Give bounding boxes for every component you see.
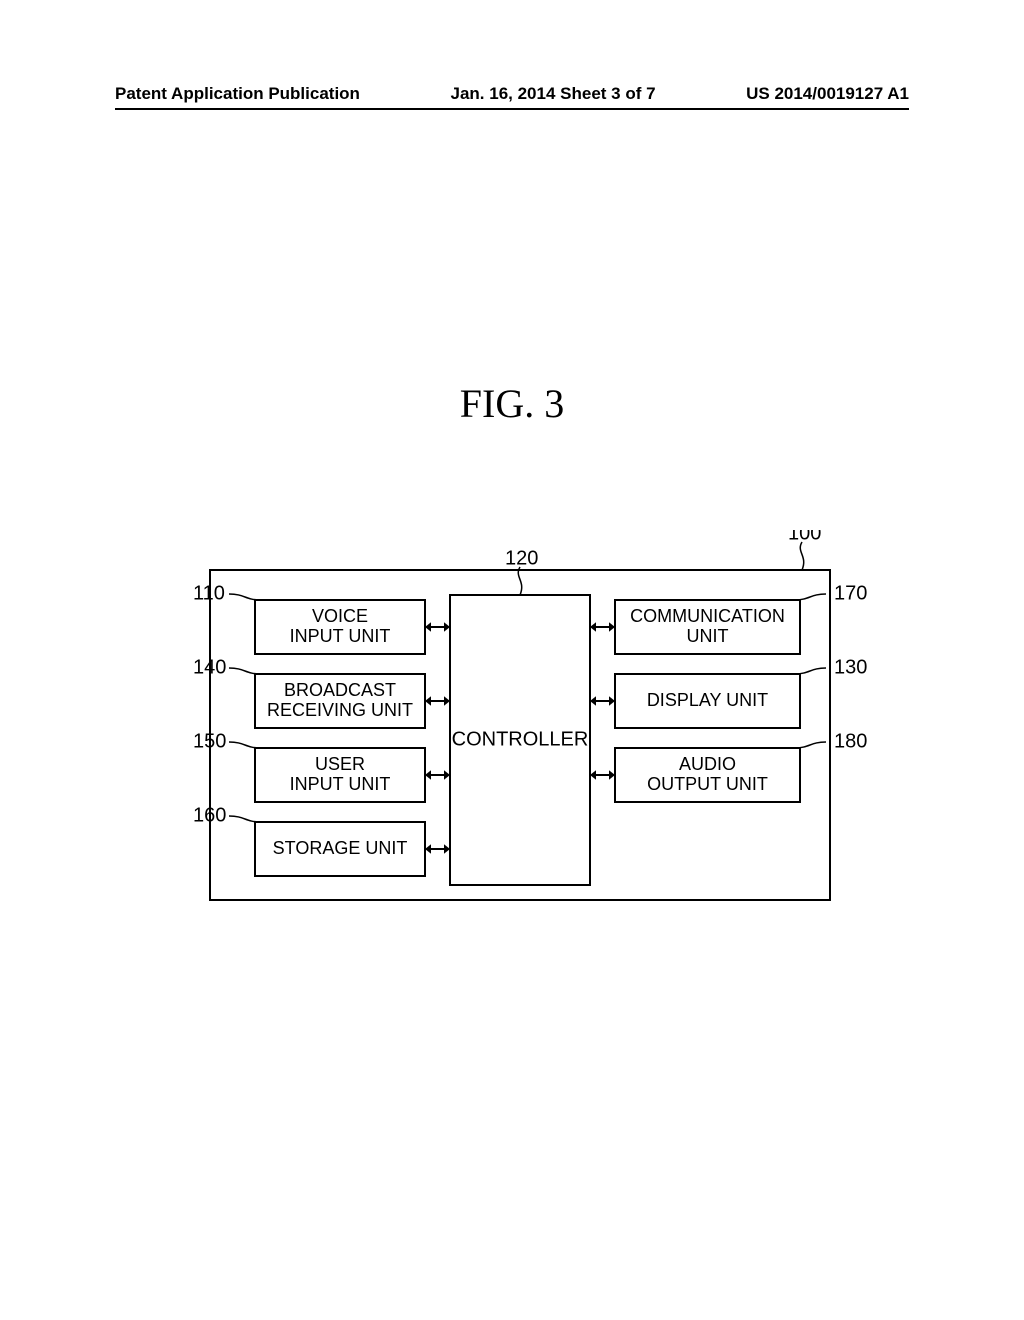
unit-label: DISPLAY UNIT [647,690,768,710]
unit-label: BROADCAST [284,680,396,700]
unit-label: USER [315,754,365,774]
ref-number: 160 [193,804,226,826]
header-center: Jan. 16, 2014 Sheet 3 of 7 [451,84,656,104]
left-column: VOICEINPUT UNITBROADCASTRECEIVING UNITUS… [255,600,425,876]
ref-number: 130 [834,656,867,678]
unit-label: UNIT [687,626,729,646]
unit-label: AUDIO [679,754,736,774]
ref-number: 110 [193,582,225,604]
unit-label: COMMUNICATION [630,606,785,626]
unit-label: VOICE [312,606,368,626]
unit-label: INPUT UNIT [290,626,391,646]
unit-label: RECEIVING UNIT [267,700,413,720]
right-column: COMMUNICATIONUNIT DISPLAY UNIT AUDIOOUTPUT… [615,600,800,802]
block-diagram: CONTROLLER VOICEINPUT UNITBROADCASTRECEI… [170,530,870,930]
header-right: US 2014/0019127 A1 [746,84,909,104]
page-header: Patent Application Publication Jan. 16, … [115,84,909,104]
ref-number: 100 [788,530,821,544]
controller-label: CONTROLLER [452,728,589,750]
ref-number: 120 [505,547,538,569]
header-rule [115,108,909,110]
diagram-container: CONTROLLER VOICEINPUT UNITBROADCASTRECEI… [170,530,870,930]
unit-label: INPUT UNIT [290,774,391,794]
ref-number: 180 [834,730,867,752]
unit-label: OUTPUT UNIT [647,774,768,794]
header-left: Patent Application Publication [115,84,360,104]
ref-number: 140 [193,656,226,678]
ref-number: 170 [834,582,867,604]
ref-number: 150 [193,730,226,752]
figure-title: FIG. 3 [0,380,1024,427]
page: Patent Application Publication Jan. 16, … [0,0,1024,1320]
unit-label: STORAGE UNIT [273,838,408,858]
